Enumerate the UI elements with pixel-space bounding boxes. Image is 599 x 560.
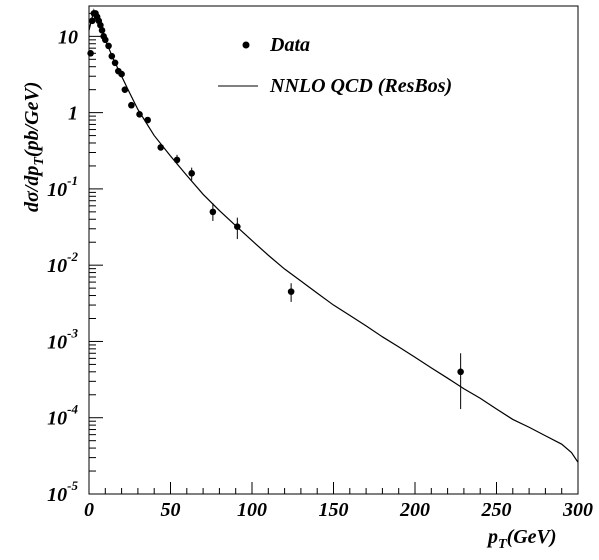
x-tick-label: 150 — [319, 499, 349, 521]
x-axis-label: pT(GeV) — [486, 526, 557, 552]
y-axis-label-rest: (pb/GeV) — [21, 82, 43, 158]
data-point — [111, 59, 119, 67]
x-axis-label-sub: T — [498, 537, 508, 552]
data-point — [102, 36, 109, 44]
legend-label-model: NNLO QCD (ResBos) — [269, 75, 452, 97]
y-axis-label-sub: T — [32, 156, 47, 166]
data-point — [157, 144, 165, 151]
model-curve-group — [88, 8, 579, 463]
model-curve — [88, 8, 579, 463]
x-tick-label: 0 — [84, 499, 94, 521]
y-tick-label-exponent: -5 — [67, 478, 78, 493]
y-tick-label: 10-2 — [47, 249, 78, 277]
x-axis-label-rest: (GeV) — [507, 526, 557, 548]
y-axis-label: dσ/dpT(pb/GeV) — [21, 82, 47, 212]
y-tick-label-base: 10 — [58, 26, 78, 48]
data-point — [118, 70, 125, 78]
y-tick-label: 10-4 — [47, 402, 78, 430]
y-tick-label: 10-5 — [47, 478, 78, 506]
y-tick-label: 10 — [58, 26, 78, 48]
y-tick-label: 1 — [68, 103, 78, 125]
data-points-group — [87, 10, 464, 410]
y-tick-label-exponent: -1 — [67, 173, 78, 188]
data-point — [98, 27, 106, 34]
y-tick-label-exponent: -3 — [67, 325, 78, 340]
data-point — [287, 288, 295, 295]
y-tick-label-base: 1 — [68, 103, 78, 125]
x-axis-ticks: 0 50 100 150 200 250 300 — [84, 482, 593, 521]
legend-marker-data — [242, 41, 250, 49]
data-point — [144, 116, 151, 124]
x-tick-label: 50 — [161, 499, 181, 521]
y-tick-label-exponent: -4 — [67, 402, 78, 417]
y-tick-label-base: 10 — [47, 331, 67, 353]
data-point — [97, 21, 104, 29]
y-tick-label-base: 10 — [47, 255, 67, 277]
data-point — [108, 52, 116, 60]
data-point — [234, 223, 241, 230]
x-tick-label: 300 — [562, 499, 593, 521]
data-point — [188, 170, 195, 177]
y-axis-label-main: dσ/dp — [21, 166, 43, 212]
y-tick-label-base: 10 — [47, 408, 67, 430]
y-tick-label-exponent: -2 — [67, 249, 78, 264]
data-point — [87, 49, 94, 57]
y-tick-label: 10-3 — [47, 325, 78, 353]
x-tick-label: 250 — [481, 499, 512, 521]
data-point — [457, 368, 464, 376]
data-point — [121, 86, 129, 93]
data-point — [88, 17, 96, 25]
x-tick-label: 100 — [237, 499, 267, 521]
y-tick-label-base: 10 — [47, 179, 67, 201]
x-tick-label: 200 — [399, 499, 430, 521]
x-axis-label-main: p — [486, 526, 498, 548]
y-tick-label: 10-1 — [47, 173, 78, 201]
y-tick-label-base: 10 — [47, 484, 67, 506]
data-point — [136, 111, 143, 118]
legend: Data NNLO QCD (ResBos) — [218, 34, 452, 97]
data-point — [128, 101, 135, 109]
legend-label-data: Data — [269, 34, 310, 56]
data-point — [209, 208, 217, 216]
data-point — [105, 42, 112, 50]
data-point — [173, 156, 181, 164]
